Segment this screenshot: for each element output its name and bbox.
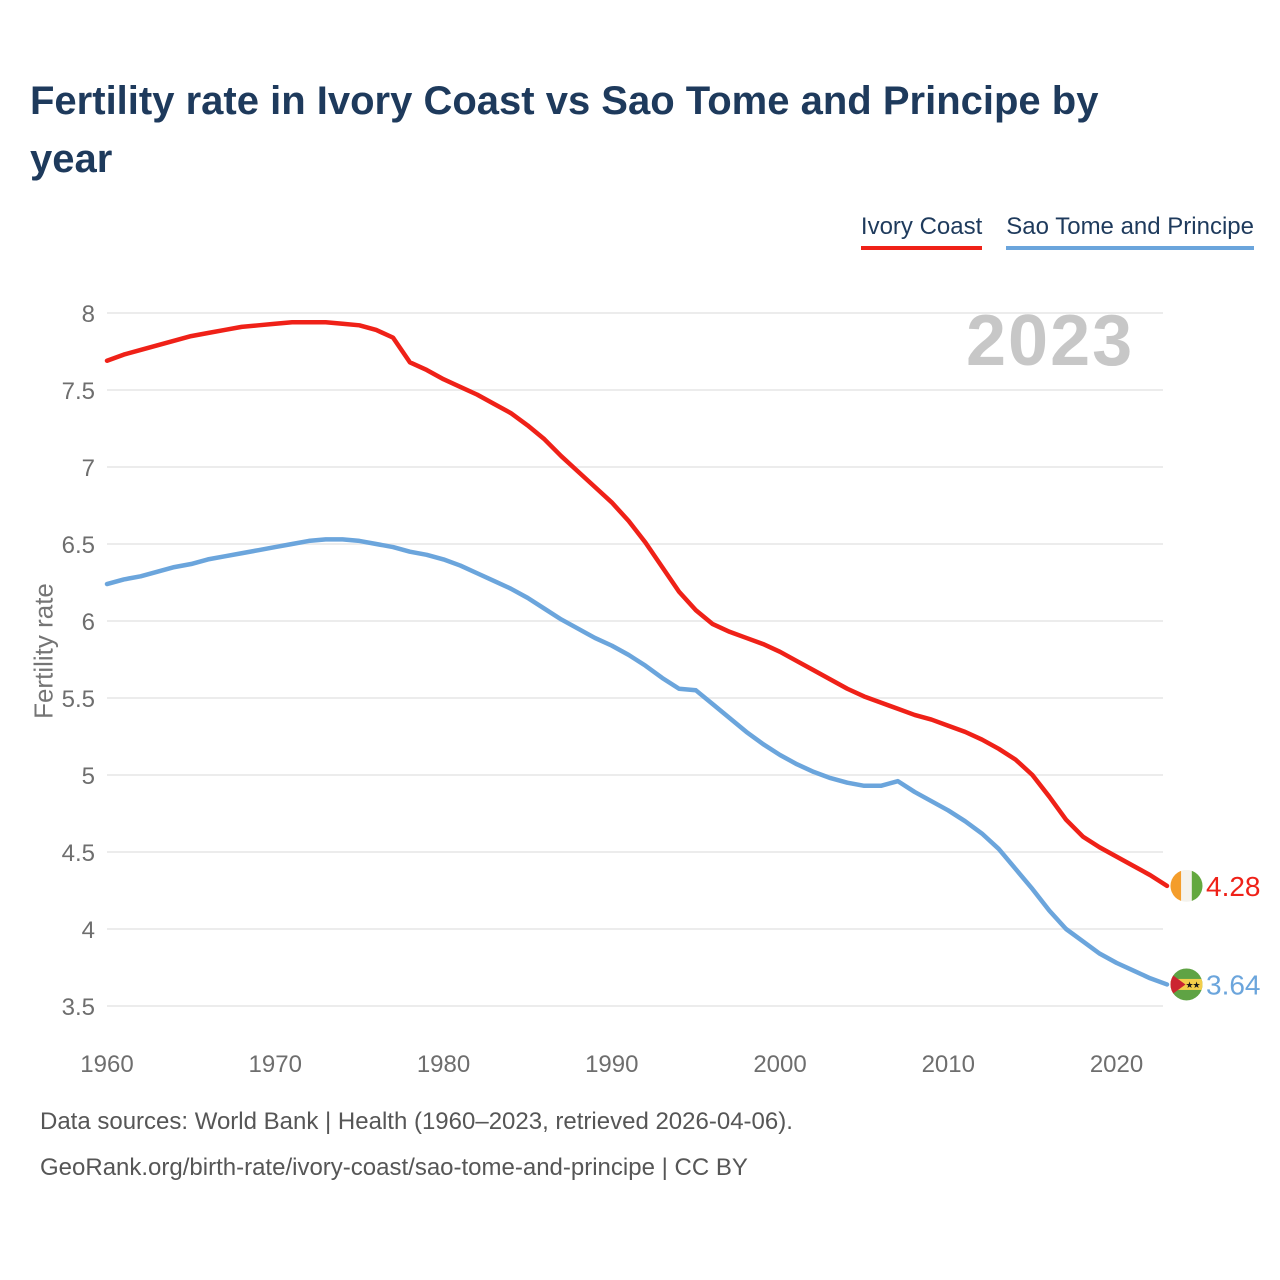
- data-sources-line: Data sources: World Bank | Health (1960–…: [40, 1108, 793, 1135]
- y-tick-label: 4: [82, 917, 95, 944]
- ivory-coast-flag-icon: [1170, 869, 1203, 902]
- y-tick-label: 5: [82, 763, 95, 790]
- x-tick-labels: 1960 1970 1980 1990 2000 2010 2020: [80, 1051, 1143, 1078]
- legend-item-ivory-coast[interactable]: Ivory Coast: [860, 213, 983, 250]
- end-value-ivory-coast: 4.28: [1206, 871, 1261, 902]
- svg-text:★★: ★★: [1185, 980, 1200, 990]
- x-tick-label: 2010: [922, 1051, 975, 1078]
- legend: Ivory Coast Sao Tome and Principe: [860, 213, 1254, 250]
- y-tick-label: 6: [82, 609, 95, 636]
- y-tick-label: 3.5: [62, 994, 95, 1021]
- y-axis-label: Fertility rate: [28, 583, 59, 719]
- y-tick-label: 5.5: [62, 686, 95, 713]
- georank-url-line: GeoRank.org/birth-rate/ivory-coast/sao-t…: [40, 1154, 748, 1181]
- gridlines: [107, 312, 1163, 1007]
- legend-item-sao-tome-and-principe[interactable]: Sao Tome and Principe: [1006, 213, 1254, 250]
- end-value-sao-tome: 3.64: [1206, 969, 1261, 1000]
- x-tick-label: 2020: [1090, 1051, 1143, 1078]
- page-title: Fertility rate in Ivory Coast vs Sao Tom…: [30, 79, 1099, 181]
- y-tick-label: 8: [82, 301, 95, 328]
- y-tick-labels: 8 7.5 7 6.5 6 5.5 5 4.5 4 3.5: [62, 301, 95, 1021]
- y-tick-label: 7.5: [62, 378, 95, 405]
- year-watermark: 2023: [966, 301, 1135, 381]
- y-tick-label: 6.5: [62, 532, 95, 559]
- line-sao-tome-and-principe[interactable]: [104, 537, 1170, 987]
- line-ivory-coast[interactable]: [104, 319, 1170, 889]
- y-tick-label: 4.5: [62, 840, 95, 867]
- x-tick-label: 2000: [753, 1051, 806, 1078]
- source-attribution: Data sources: World Bank | Health (1960–…: [40, 1110, 793, 1202]
- sao-tome-flag-icon: ★★: [1170, 968, 1203, 1001]
- x-tick-label: 1970: [249, 1051, 302, 1078]
- x-tick-label: 1990: [585, 1051, 638, 1078]
- y-tick-label: 7: [82, 455, 95, 482]
- x-tick-label: 1960: [80, 1051, 133, 1078]
- x-tick-label: 1980: [417, 1051, 470, 1078]
